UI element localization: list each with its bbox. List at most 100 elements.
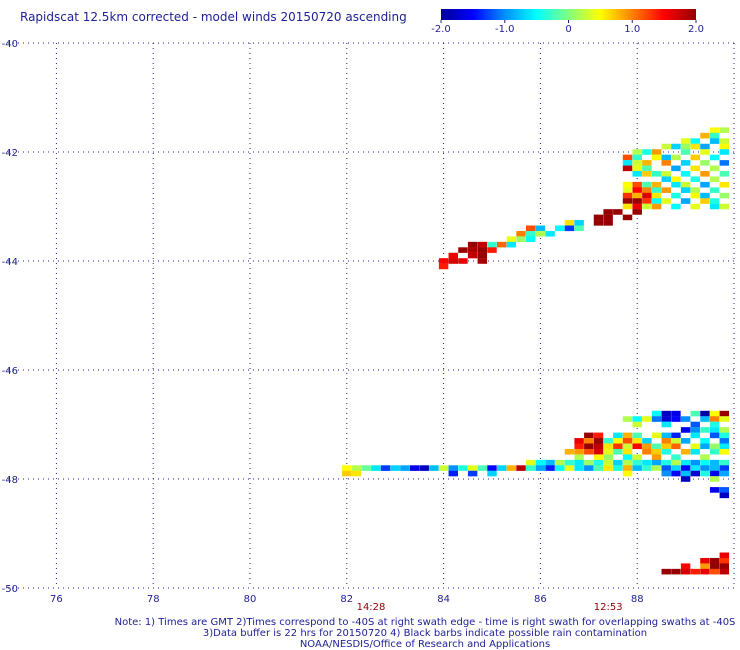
wind-difference-cell <box>709 165 720 172</box>
wind-difference-cell <box>458 247 468 253</box>
wind-difference-cell <box>506 236 517 242</box>
wind-difference-cell <box>632 160 642 166</box>
wind-difference-cell <box>709 410 720 417</box>
wind-difference-cell <box>622 214 633 221</box>
wind-difference-cell <box>680 160 691 166</box>
wind-difference-cell <box>613 448 623 455</box>
wind-difference-cell <box>342 465 352 471</box>
wind-difference-cell <box>651 192 662 199</box>
wind-difference-cell <box>690 470 700 477</box>
wind-difference-cell <box>564 225 575 232</box>
wind-difference-cell <box>593 443 604 450</box>
wind-difference-cell <box>622 443 633 450</box>
wind-difference-cell <box>651 198 662 204</box>
wind-difference-cell <box>700 443 710 450</box>
wind-difference-cell <box>593 454 604 460</box>
wind-difference-cell <box>680 416 691 422</box>
wind-difference-cell <box>690 187 700 193</box>
wind-difference-cell <box>632 187 642 193</box>
wind-difference-cell <box>680 198 691 204</box>
wind-difference-cell <box>496 465 507 471</box>
wind-difference-cell <box>632 421 642 428</box>
wind-difference-cell <box>584 459 594 466</box>
wind-difference-cell <box>709 127 720 133</box>
wind-difference-cell <box>680 427 691 433</box>
wind-difference-cell <box>661 432 671 439</box>
wind-difference-cell <box>671 416 681 422</box>
wind-difference-cell <box>680 470 691 477</box>
wind-difference-cell <box>651 448 662 455</box>
wind-difference-cell <box>622 416 633 422</box>
wind-difference-cell <box>709 465 720 471</box>
wind-difference-cell <box>613 432 623 439</box>
wind-difference-cell <box>690 427 700 433</box>
wind-difference-cell <box>709 138 720 144</box>
wind-difference-cell <box>535 225 546 232</box>
wind-difference-cell <box>709 421 720 428</box>
x-tick-label: 82 <box>340 594 353 605</box>
wind-difference-cell <box>719 563 730 569</box>
wind-difference-cell <box>651 154 662 161</box>
wind-difference-cell <box>342 470 352 477</box>
wind-difference-cell <box>719 427 730 433</box>
wind-difference-cell <box>574 220 584 226</box>
wind-difference-cell <box>719 459 730 466</box>
wind-difference-cell <box>622 154 633 161</box>
colorbar-tick-label: 2.0 <box>688 24 704 35</box>
wind-difference-cell <box>671 454 681 460</box>
wind-difference-cell <box>555 459 565 466</box>
wind-difference-cell <box>719 138 730 144</box>
wind-difference-cell <box>680 465 691 471</box>
wind-difference-cell <box>545 459 555 466</box>
wind-difference-cell <box>622 459 633 466</box>
wind-difference-cell <box>584 443 594 450</box>
wind-difference-cell <box>535 459 546 466</box>
wind-difference-cell <box>719 143 730 150</box>
wind-difference-cell <box>651 443 662 450</box>
wind-difference-cell <box>613 443 623 450</box>
wind-difference-cell <box>651 465 662 471</box>
wind-difference-cell <box>690 568 700 575</box>
wind-difference-cell <box>690 465 700 471</box>
wind-difference-cell <box>642 149 652 155</box>
wind-difference-cell <box>700 470 710 477</box>
wind-difference-cell <box>661 176 671 183</box>
wind-difference-cell <box>700 181 710 188</box>
wind-difference-cell <box>438 263 449 270</box>
wind-difference-cell <box>661 421 671 428</box>
wind-difference-cell <box>709 187 720 193</box>
wind-difference-cell <box>632 438 642 444</box>
wind-difference-cell <box>477 258 488 264</box>
wind-difference-cell <box>642 181 652 188</box>
x-tick-label: 78 <box>147 594 160 605</box>
colorbar-gradient <box>441 9 696 20</box>
grid-lines <box>8 42 735 589</box>
wind-difference-cell <box>613 465 623 471</box>
wind-difference-cell <box>477 241 488 248</box>
wind-difference-cell <box>622 187 633 193</box>
wind-difference-cell <box>526 465 536 471</box>
wind-difference-cell <box>632 432 642 439</box>
wind-difference-cell <box>371 465 381 471</box>
wind-difference-cell <box>574 448 584 455</box>
wind-difference-cell <box>709 448 720 455</box>
wind-difference-cell <box>506 241 517 248</box>
wind-difference-cell <box>690 143 700 150</box>
wind-difference-cell <box>661 568 671 575</box>
wind-difference-cell <box>574 465 584 471</box>
wind-difference-cell <box>622 432 633 439</box>
wind-difference-cell <box>719 432 730 439</box>
wind-difference-cell <box>719 171 730 177</box>
wind-difference-cell <box>593 438 604 444</box>
wind-difference-cell <box>709 432 720 439</box>
wind-difference-cell <box>719 470 730 477</box>
wind-difference-cell <box>448 252 458 259</box>
wind-difference-cell <box>613 438 623 444</box>
wind-difference-cell <box>700 459 710 466</box>
wind-difference-cell <box>603 443 613 450</box>
wind-difference-cell <box>651 171 662 177</box>
y-tick-label: -42 <box>2 148 18 159</box>
wind-difference-cell <box>564 465 575 471</box>
wind-difference-cell <box>487 241 497 248</box>
wind-difference-cell <box>661 171 671 177</box>
